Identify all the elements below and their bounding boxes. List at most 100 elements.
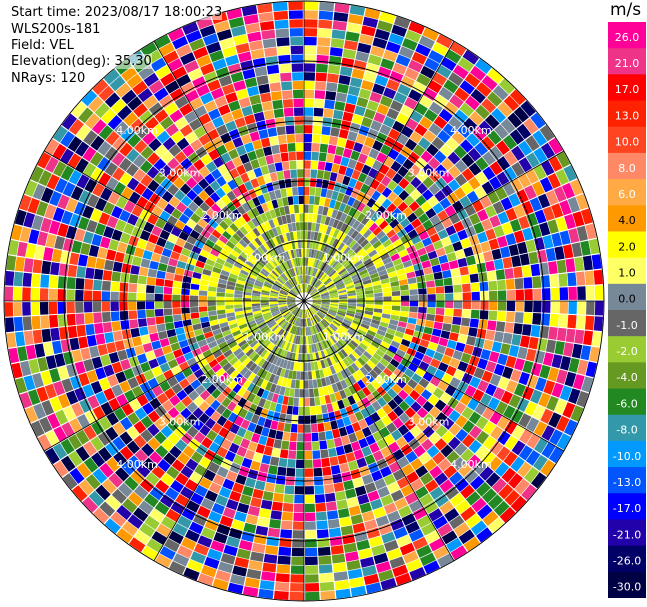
velocity-gate <box>374 261 384 269</box>
velocity-gate <box>242 294 252 299</box>
velocity-gate <box>324 484 335 494</box>
velocity-gate <box>483 421 496 435</box>
velocity-gate <box>174 189 186 201</box>
velocity-gate <box>501 467 517 483</box>
velocity-gate <box>311 277 316 286</box>
velocity-gate <box>187 257 197 266</box>
velocity-gate <box>88 244 100 257</box>
velocity-gate <box>279 319 287 327</box>
velocity-gate <box>190 551 206 564</box>
velocity-gate <box>127 412 140 426</box>
velocity-gate <box>78 336 89 349</box>
velocity-gate <box>453 522 470 537</box>
velocity-gate <box>139 230 151 241</box>
velocity-gate <box>400 306 410 312</box>
velocity-gate <box>556 415 570 432</box>
velocity-gate <box>325 91 337 101</box>
velocity-gate <box>199 477 212 490</box>
velocity-gate <box>326 282 334 288</box>
velocity-gate <box>470 65 486 81</box>
velocity-gate <box>309 307 317 314</box>
velocity-gate <box>271 91 282 101</box>
velocity-gate <box>272 2 288 12</box>
velocity-gate <box>427 341 438 351</box>
velocity-gate <box>332 219 340 229</box>
velocity-gate <box>269 383 277 393</box>
velocity-gate <box>370 253 380 261</box>
velocity-gate <box>176 44 192 58</box>
velocity-gate <box>80 347 91 361</box>
velocity-gate <box>295 468 304 477</box>
velocity-gate <box>530 389 543 404</box>
velocity-gate <box>120 232 131 244</box>
velocity-gate <box>137 88 153 103</box>
velocity-gate <box>260 244 268 253</box>
velocity-gate <box>319 369 325 378</box>
velocity-gate <box>318 286 327 293</box>
velocity-gate <box>409 567 426 581</box>
velocity-gate <box>119 292 128 301</box>
velocity-gate <box>58 263 69 277</box>
velocity-gate <box>404 395 415 407</box>
velocity-gate <box>299 213 304 222</box>
velocity-gate <box>462 283 471 293</box>
velocity-gate <box>305 275 308 284</box>
velocity-gate <box>232 404 243 416</box>
velocity-gate <box>315 250 320 259</box>
velocity-gate <box>154 293 163 301</box>
velocity-gate <box>477 504 493 520</box>
velocity-gate <box>185 458 199 471</box>
velocity-gate <box>218 104 231 116</box>
velocity-gate <box>511 424 526 440</box>
velocity-gate <box>326 267 333 275</box>
velocity-gate <box>126 440 141 455</box>
velocity-gate <box>83 130 98 146</box>
velocity-gate <box>280 288 289 293</box>
colorbar-tick-label: -10.0 <box>613 450 641 463</box>
velocity-gate <box>310 249 315 258</box>
colorbar-tick-label: -1.0 <box>616 319 637 332</box>
velocity-gate <box>4 286 14 301</box>
velocity-gate <box>286 405 293 415</box>
velocity-gate <box>352 382 362 392</box>
velocity-gate <box>362 386 372 397</box>
velocity-gate <box>473 367 485 379</box>
velocity-gate <box>165 322 175 331</box>
velocity-gate <box>522 386 535 401</box>
velocity-gate <box>287 296 296 300</box>
velocity-gate <box>250 159 260 170</box>
velocity-gate <box>392 296 401 301</box>
velocity-gate <box>216 29 233 41</box>
velocity-gate <box>400 295 410 301</box>
velocity-gate <box>39 288 49 301</box>
velocity-gate <box>298 397 304 407</box>
velocity-gate <box>345 344 354 353</box>
velocity-gate <box>415 465 429 478</box>
velocity-gate <box>352 114 364 125</box>
velocity-gate <box>243 288 253 293</box>
velocity-gate <box>363 71 377 83</box>
velocity-gate <box>507 112 523 128</box>
velocity-gate <box>344 167 354 178</box>
velocity-gate <box>350 585 367 597</box>
velocity-gate <box>249 254 258 263</box>
velocity-gate <box>203 263 214 271</box>
velocity-gate <box>411 235 422 245</box>
velocity-gate <box>313 334 318 343</box>
velocity-gate <box>594 285 604 300</box>
velocity-gate <box>48 288 58 301</box>
velocity-gate <box>381 282 391 289</box>
velocity-gate <box>254 66 268 77</box>
velocity-gate <box>312 379 318 389</box>
velocity-gate <box>487 191 500 205</box>
velocity-gate <box>329 456 339 466</box>
velocity-gate <box>266 473 277 484</box>
velocity-gate <box>228 380 238 390</box>
velocity-gate <box>412 81 427 95</box>
velocity-gate <box>366 265 376 272</box>
velocity-gate <box>134 530 151 545</box>
velocity-gate <box>307 318 311 327</box>
velocity-gate <box>420 150 433 163</box>
velocity-gate <box>304 10 318 19</box>
velocity-gate <box>568 388 581 404</box>
